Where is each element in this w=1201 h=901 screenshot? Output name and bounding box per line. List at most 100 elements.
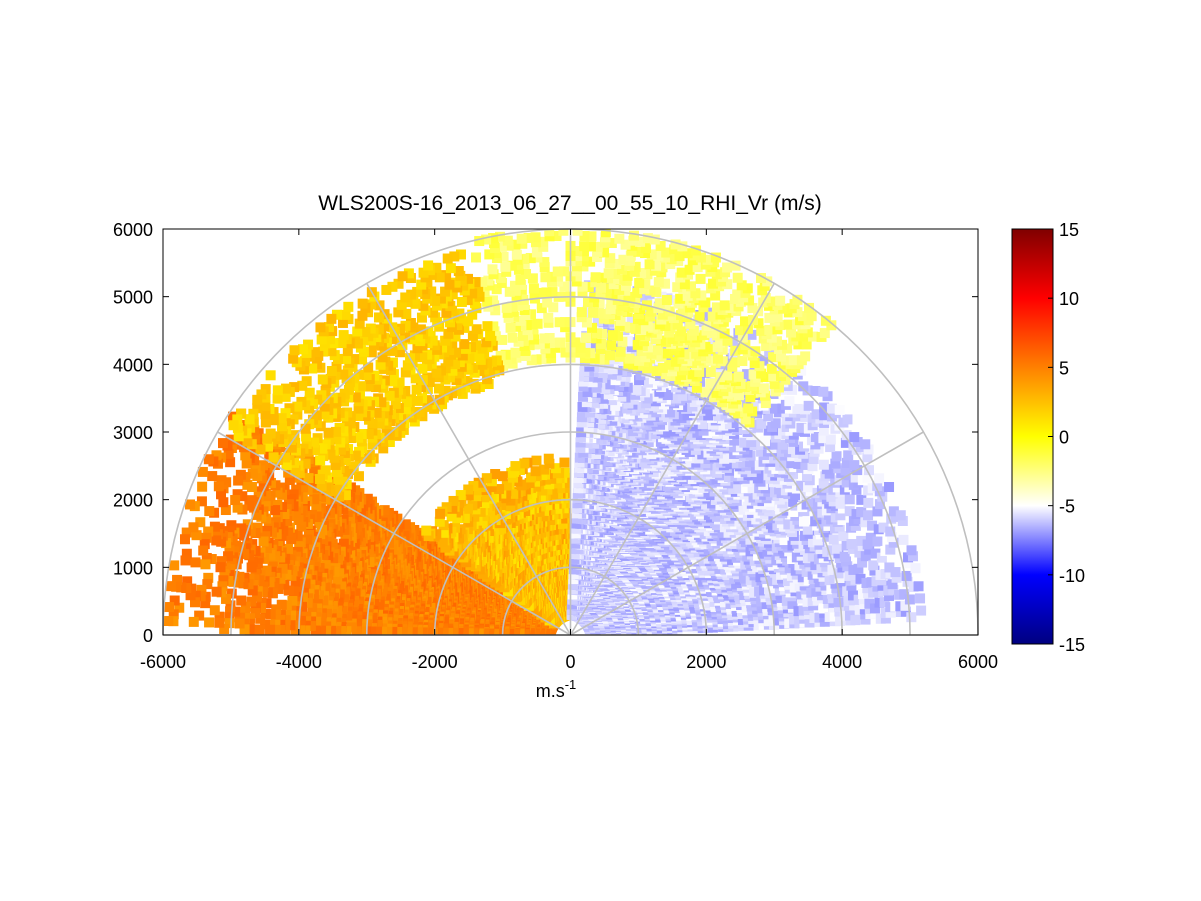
velocity-cell <box>250 602 261 613</box>
velocity-cell <box>236 523 247 534</box>
velocity-cell <box>277 563 288 574</box>
velocity-cell <box>270 505 281 516</box>
velocity-cell <box>188 522 199 533</box>
velocity-cell <box>247 585 258 596</box>
velocity-cell <box>270 619 281 630</box>
velocity-cell <box>194 610 205 621</box>
velocity-cell <box>261 565 272 576</box>
velocity-cell <box>313 590 324 601</box>
velocity-cell <box>260 501 271 512</box>
velocity-cell <box>214 611 225 622</box>
velocity-cell <box>260 531 271 542</box>
velocity-cell <box>181 582 192 593</box>
velocity-cell <box>276 599 287 610</box>
velocity-cell <box>190 590 201 601</box>
velocity-cell <box>435 508 446 519</box>
velocity-cell <box>559 467 570 478</box>
velocity-cell <box>282 515 293 526</box>
velocity-cell <box>230 606 241 617</box>
velocity-cell <box>198 545 209 556</box>
velocity-cell <box>247 556 258 567</box>
velocity-cell <box>256 486 267 497</box>
velocity-cell <box>560 482 571 493</box>
velocity-cell <box>279 509 290 520</box>
velocity-cell <box>399 530 410 541</box>
velocity-cell <box>397 627 408 635</box>
velocity-cell <box>475 506 486 517</box>
velocity-cell <box>225 606 236 617</box>
velocity-cell <box>551 473 562 484</box>
velocity-cell <box>307 602 318 613</box>
velocity-cell <box>218 497 229 508</box>
velocity-cell <box>377 626 388 635</box>
velocity-cell <box>221 593 232 604</box>
velocity-cell <box>169 560 180 571</box>
velocity-cell <box>286 534 297 545</box>
velocity-cell <box>246 495 257 506</box>
velocity-cell <box>526 472 537 483</box>
velocity-cell <box>265 619 276 630</box>
velocity-cell <box>264 577 275 588</box>
velocity-cell <box>275 624 286 635</box>
velocity-cell <box>331 625 342 635</box>
velocity-cell <box>259 576 270 587</box>
velocity-cell <box>463 490 474 501</box>
velocity-cell <box>258 480 269 491</box>
velocity-cell <box>226 558 237 569</box>
velocity-cell <box>257 586 268 597</box>
velocity-cell <box>226 588 237 599</box>
velocity-cell <box>252 522 263 533</box>
velocity-cell <box>180 555 191 566</box>
velocity-cell <box>479 492 490 503</box>
velocity-cell <box>510 461 521 472</box>
velocity-cell <box>269 578 280 589</box>
velocity-cell <box>174 602 185 613</box>
velocity-cell <box>234 571 245 582</box>
velocity-cell <box>211 450 222 461</box>
velocity-cell <box>191 530 202 541</box>
velocity-cell <box>240 607 251 618</box>
velocity-cell <box>386 543 397 554</box>
velocity-cell <box>287 595 298 606</box>
velocity-cell <box>223 448 234 459</box>
velocity-cell <box>275 609 286 620</box>
velocity-cell <box>473 477 484 488</box>
velocity-cell <box>243 579 254 590</box>
velocity-cell <box>240 601 251 612</box>
velocity-cell <box>252 586 263 597</box>
velocity-cell <box>270 517 281 528</box>
velocity-cell <box>293 514 304 525</box>
velocity-cell <box>505 501 516 512</box>
velocity-cell <box>196 496 207 507</box>
velocity-cell <box>265 609 276 620</box>
velocity-cell <box>236 595 247 606</box>
velocity-cell <box>216 587 227 598</box>
velocity-cell <box>265 549 276 560</box>
velocity-cell <box>544 458 555 469</box>
velocity-cell <box>182 576 193 587</box>
velocity-cell <box>367 525 378 536</box>
velocity-cell <box>452 513 463 524</box>
velocity-cell <box>262 525 273 536</box>
velocity-cell <box>447 503 458 514</box>
velocity-cell <box>229 570 240 581</box>
velocity-cell <box>283 585 294 596</box>
velocity-cell <box>215 562 226 573</box>
velocity-cell <box>320 582 331 593</box>
velocity-cell <box>223 576 234 587</box>
velocity-cell <box>244 573 255 584</box>
velocity-cell <box>213 481 224 492</box>
velocity-cell <box>318 535 329 546</box>
velocity-cell <box>559 457 570 468</box>
velocity-cell <box>242 479 253 490</box>
velocity-cell <box>195 517 206 528</box>
velocity-cell <box>186 583 197 594</box>
velocity-cell <box>216 556 227 567</box>
velocity-cell <box>387 626 398 635</box>
velocity-cell <box>315 529 326 540</box>
velocity-cell <box>239 613 250 624</box>
velocity-cell <box>297 601 308 612</box>
velocity-cell <box>455 490 466 501</box>
velocity-cell <box>254 575 265 586</box>
velocity-cell <box>327 539 338 550</box>
